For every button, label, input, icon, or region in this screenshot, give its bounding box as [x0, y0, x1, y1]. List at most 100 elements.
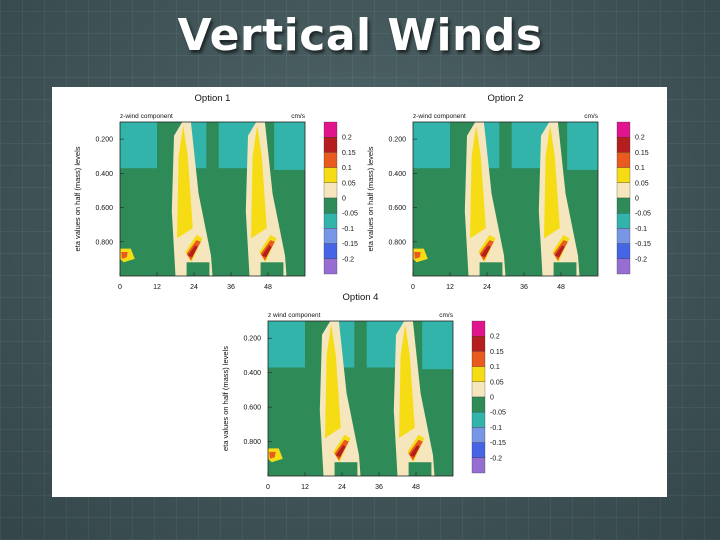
plume-yellow	[177, 125, 193, 239]
legend-label: -0.1	[490, 425, 502, 432]
plume-core-red	[480, 245, 491, 258]
legend-swatch	[471, 396, 486, 413]
plot-frame	[119, 121, 306, 277]
slide-title: Vertical Winds	[177, 10, 543, 61]
chart-subtitle: z-wind component	[413, 113, 466, 120]
x-tick-label: 12	[446, 284, 454, 291]
legend-swatch	[323, 121, 338, 138]
plume-yellow	[470, 125, 486, 239]
legend-swatch	[616, 121, 631, 138]
chart-title: Option 4	[343, 292, 379, 303]
chart-units: cm/s	[291, 113, 305, 120]
legend-swatch	[323, 167, 338, 183]
plume-core-red	[187, 245, 198, 258]
legend-swatch	[471, 442, 486, 458]
legend-label: 0	[635, 196, 639, 203]
y-tick-label: 0.400	[95, 171, 113, 178]
y-axis-label: eta values on half (mass) levels	[73, 146, 82, 251]
legend-swatch	[471, 457, 486, 474]
plume-core-red	[554, 245, 565, 258]
plume-low-field	[479, 262, 503, 276]
legend-label: 0.2	[635, 135, 645, 142]
y-tick-label: 0.800	[388, 239, 406, 246]
legend-swatch	[616, 197, 631, 214]
figure-panel: Option 1 z-wind component cm/s 0.200 0.400 0.…	[52, 87, 667, 497]
legend-swatch	[323, 213, 338, 229]
plume-low-field	[334, 462, 358, 476]
legend-label: 0.15	[490, 349, 504, 356]
x-tick-label: 0	[411, 284, 415, 291]
plume-yellow	[399, 324, 415, 439]
legend-label: 0.15	[342, 150, 356, 157]
chart-subtitle: z-wind component	[120, 113, 173, 120]
legend-swatch	[616, 258, 631, 275]
y-tick-label: 0.600	[388, 205, 406, 212]
chart-1: Option 1z-wind component cm/s0.2000.4000.…	[73, 93, 358, 291]
legend-swatch	[323, 137, 338, 153]
legend-label: 0.2	[490, 334, 500, 341]
legend-swatch	[616, 228, 631, 244]
legend-swatch	[616, 243, 631, 259]
chart-units: cm/s	[439, 312, 453, 319]
legend-label: 0.1	[490, 364, 500, 371]
surface-cell-yellow	[268, 448, 283, 463]
legend-swatch	[471, 427, 486, 443]
legend-label: 0	[490, 395, 494, 402]
teal-cell	[274, 122, 305, 170]
plume-low-field	[408, 462, 432, 476]
x-tick-label: 36	[375, 484, 383, 491]
y-tick-label: 0.200	[388, 137, 406, 144]
legend-label: -0.2	[635, 256, 647, 263]
legend-label: -0.05	[490, 410, 506, 417]
teal-cell	[120, 122, 157, 169]
y-axis-label: eta values on half (mass) levels	[221, 346, 230, 451]
legend-swatch	[471, 412, 486, 428]
surface-cell-orange	[269, 451, 276, 459]
plume-yellow	[251, 125, 267, 239]
plume-core-red	[261, 245, 272, 258]
x-tick-label: 48	[557, 284, 565, 291]
teal-cell	[567, 122, 598, 170]
plume-yellow	[325, 324, 341, 439]
legend-label: -0.1	[342, 226, 354, 233]
x-tick-label: 0	[266, 484, 270, 491]
legend-swatch	[323, 152, 338, 168]
legend-label: 0.05	[635, 180, 649, 187]
legend-label: 0.1	[342, 165, 352, 172]
y-tick-label: 0.400	[388, 171, 406, 178]
legend-label: -0.05	[635, 211, 651, 218]
legend-swatch	[471, 381, 486, 398]
teal-cell	[422, 321, 453, 370]
chart-title: Option 1	[195, 93, 231, 104]
plume-low-field	[186, 262, 210, 276]
legend-label: 0	[342, 196, 346, 203]
plume-core-red	[409, 445, 420, 458]
plume-yellow	[544, 125, 560, 239]
legend-swatch	[323, 243, 338, 259]
y-tick-label: 0.800	[95, 239, 113, 246]
surface-cell-orange	[414, 252, 421, 259]
legend-label: 0.15	[635, 150, 649, 157]
legend-swatch	[471, 351, 486, 367]
legend-label: -0.15	[490, 440, 506, 447]
chart-subtitle: z wind component	[268, 312, 321, 319]
plume-low-field	[260, 262, 284, 276]
x-tick-label: 12	[301, 484, 309, 491]
legend-swatch	[471, 336, 486, 352]
x-tick-label: 36	[227, 284, 235, 291]
legend-label: -0.2	[342, 256, 354, 263]
legend-swatch	[323, 182, 338, 199]
legend-swatch	[323, 228, 338, 244]
x-tick-label: 48	[412, 484, 420, 491]
legend-label: 0.05	[490, 379, 504, 386]
y-tick-label: 0.600	[95, 205, 113, 212]
legend-swatch	[323, 258, 338, 275]
legend-swatch	[616, 182, 631, 199]
x-tick-label: 12	[153, 284, 161, 291]
y-tick-label: 0.400	[243, 370, 261, 377]
teal-cell	[268, 321, 305, 368]
x-tick-label: 24	[190, 284, 198, 291]
plots-canvas: Option 1z-wind component cm/s0.2000.4000.…	[73, 93, 651, 491]
legend-swatch	[616, 137, 631, 153]
legend-swatch	[616, 213, 631, 229]
